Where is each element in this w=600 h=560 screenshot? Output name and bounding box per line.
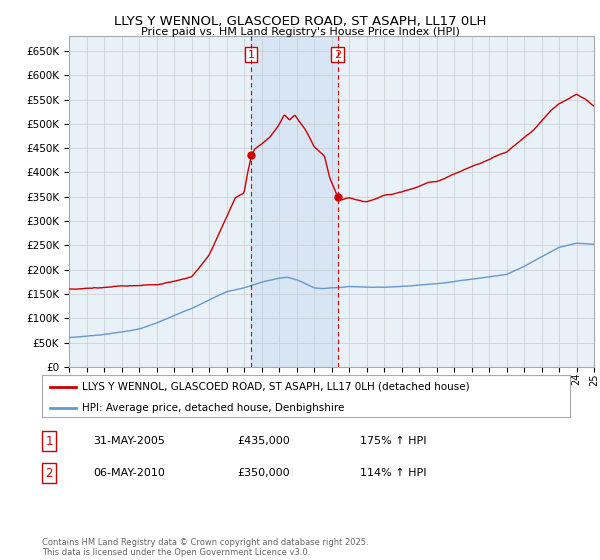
Text: 31-MAY-2005: 31-MAY-2005: [93, 436, 165, 446]
Text: 06-MAY-2010: 06-MAY-2010: [93, 468, 165, 478]
Text: 1: 1: [248, 50, 254, 59]
Text: HPI: Average price, detached house, Denbighshire: HPI: Average price, detached house, Denb…: [82, 403, 344, 413]
Bar: [251, 36, 338, 367]
Text: £350,000: £350,000: [237, 468, 290, 478]
Text: 1: 1: [46, 435, 53, 448]
Text: Price paid vs. HM Land Registry's House Price Index (HPI): Price paid vs. HM Land Registry's House …: [140, 27, 460, 37]
Text: 114% ↑ HPI: 114% ↑ HPI: [360, 468, 427, 478]
Text: 175% ↑ HPI: 175% ↑ HPI: [360, 436, 427, 446]
Text: £435,000: £435,000: [237, 436, 290, 446]
Text: 2: 2: [334, 50, 341, 59]
Text: LLYS Y WENNOL, GLASCOED ROAD, ST ASAPH, LL17 0LH: LLYS Y WENNOL, GLASCOED ROAD, ST ASAPH, …: [114, 15, 486, 28]
Text: LLYS Y WENNOL, GLASCOED ROAD, ST ASAPH, LL17 0LH (detached house): LLYS Y WENNOL, GLASCOED ROAD, ST ASAPH, …: [82, 382, 469, 392]
Text: Contains HM Land Registry data © Crown copyright and database right 2025.
This d: Contains HM Land Registry data © Crown c…: [42, 538, 368, 557]
Text: 2: 2: [46, 466, 53, 480]
